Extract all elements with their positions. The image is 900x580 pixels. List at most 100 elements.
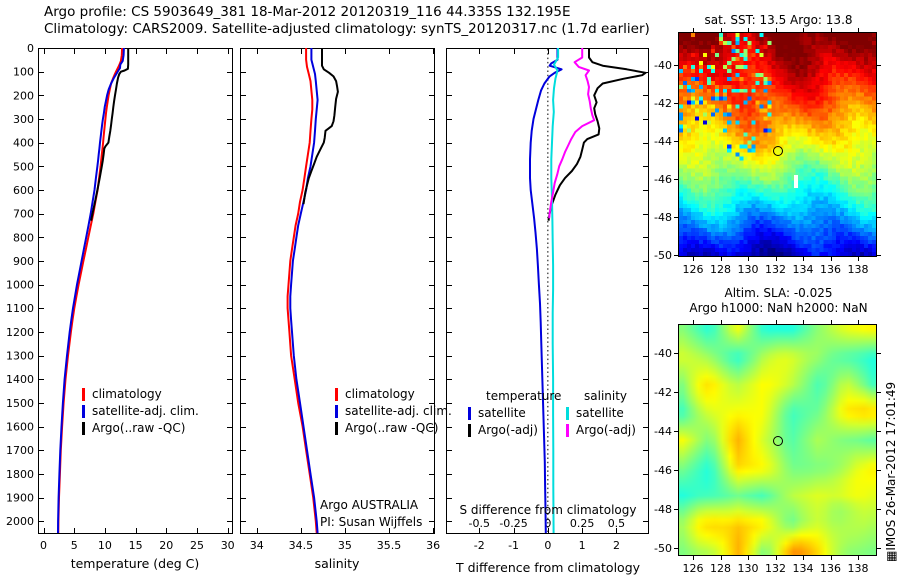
sst-map-image — [679, 33, 876, 256]
sst-map-lon-tick-label: 130 — [738, 263, 759, 276]
difference-from-climatology-frame — [446, 48, 649, 534]
sst-map-lon-tick-label: 134 — [793, 263, 814, 276]
x-tick-label: -2 — [474, 539, 485, 552]
legend-label-satellite-t: satellite — [478, 406, 526, 420]
legend-label-argo-adj-s: Argo(-adj) — [576, 423, 636, 437]
sla-map-lat-tick-label: -50 — [654, 542, 672, 555]
argo-adj-s-line-swatch — [566, 424, 569, 437]
s-difference-tick-label: -0.5 — [469, 517, 490, 530]
argo-adj-t-line-swatch — [468, 424, 471, 437]
sst-map-lat-tick-label: -46 — [654, 173, 672, 186]
difference-from-climatology-series-Argo-adj- — [548, 48, 596, 219]
sst-map-frame — [678, 32, 877, 257]
salinity-profile-series-satellite-adj-clim- — [289, 48, 319, 534]
s-difference-tick-label: -0.25 — [499, 517, 527, 530]
sst-map-lat-tick-label: -40 — [654, 59, 672, 72]
legend-header-temperature: temperature — [486, 389, 562, 403]
sst-map-lat-tick-label: -42 — [654, 97, 672, 110]
argo-float-position-marker-sla — [773, 436, 783, 446]
sla-map-lat-tick-label: -40 — [654, 347, 672, 360]
depth-tick-label: 1700 — [6, 444, 34, 457]
sla-map-lat-tick-label: -44 — [654, 425, 672, 438]
legend-row-satellite-t: satellite — [468, 405, 561, 422]
t-difference-axis-label: T difference from climatology — [455, 560, 641, 575]
depth-tick-label: 1300 — [6, 350, 34, 363]
sst-map-title: sat. SST: 13.5 Argo: 13.8 — [704, 13, 853, 27]
salinity-profile-series-climatology — [286, 48, 318, 534]
legend-salinity-panel: climatology satellite-adj. clim. Argo(..… — [335, 386, 452, 437]
depth-tick-label: 1900 — [6, 492, 34, 505]
sst-map-lon-tick-label: 128 — [710, 263, 731, 276]
depth-tick-label: 1800 — [6, 468, 34, 481]
satellite-s-line-swatch — [566, 407, 569, 420]
argo-raw-line-swatch — [335, 422, 338, 435]
legend-label-climatology: climatology — [345, 387, 415, 401]
x-tick-label: -1 — [508, 539, 519, 552]
x-tick-label: 35 — [338, 539, 352, 552]
figure-title-line2: Climatology: CARS2009. Satellite-adjuste… — [44, 21, 650, 37]
sst-map-lon-tick-label: 136 — [820, 263, 841, 276]
x-tick-label: 10 — [98, 539, 112, 552]
legend-label-argo-raw: Argo(..raw -QC) — [345, 421, 439, 435]
legend-row-satellite-adj: satellite-adj. clim. — [335, 403, 452, 420]
x-tick-label: 30 — [221, 539, 235, 552]
figure-title-line1: Argo profile: CS 5903649_381 18-Mar-2012… — [44, 4, 571, 20]
salinity-profile-series-Argo-raw-QC- — [302, 48, 339, 205]
s-difference-tick-label: 0.25 — [570, 517, 595, 530]
legend-temperature-panel: climatology satellite-adj. clim. Argo(..… — [82, 386, 199, 437]
legend-row-argo-raw: Argo(..raw -QC) — [82, 420, 199, 437]
legend-header-salinity: salinity — [584, 389, 628, 403]
x-tick-label: 20 — [159, 539, 173, 552]
sst-map-lon-tick-label: 132 — [765, 263, 786, 276]
depth-tick-label: 200 — [13, 89, 34, 102]
temperature-profile-series-climatology — [57, 47, 124, 534]
x-tick-label: 1 — [579, 539, 586, 552]
legend-row-climatology: climatology — [335, 386, 452, 403]
x-tick-label: 34.5 — [289, 539, 314, 552]
legend-label-argo-adj-t: Argo(-adj) — [478, 423, 538, 437]
depth-tick-label: 400 — [13, 137, 34, 150]
legend-label-satellite-adj: satellite-adj. clim. — [92, 404, 199, 418]
satellite-adj-line-swatch — [335, 405, 338, 418]
sst-map-lon-tick-label: 138 — [848, 263, 869, 276]
temperature-profile-frame — [38, 48, 233, 534]
depth-tick-label: 800 — [13, 231, 34, 244]
difference-from-climatology-series-Argo-adj- — [547, 48, 647, 221]
x-tick-label: 36 — [426, 539, 440, 552]
climatology-line-swatch — [82, 388, 85, 401]
sla-map-frame — [678, 324, 877, 556]
temperature-profile-series-satellite-adj-clim- — [57, 47, 125, 534]
sla-map-lon-tick-label: 132 — [765, 562, 786, 575]
depth-tick-label: 600 — [13, 184, 34, 197]
satellite-adj-line-swatch — [82, 405, 85, 418]
argo-australia-annotation: Argo AUSTRALIA PI: Susan Wijffels — [320, 497, 422, 531]
sla-map-title-line1: Altim. SLA: -0.025 — [724, 286, 833, 300]
legend-row-satellite-s: satellite — [566, 405, 636, 422]
legend-label-satellite-s: satellite — [576, 406, 624, 420]
depth-tick-label: 0 — [27, 42, 34, 55]
salinity-profile-frame — [240, 48, 435, 534]
salinity-axis-label: salinity — [314, 556, 360, 571]
sla-map-lon-tick-label: 136 — [820, 562, 841, 575]
annotation-line2: PI: Susan Wijffels — [320, 515, 423, 529]
sst-map-lon-tick-label: 126 — [683, 263, 704, 276]
legend-label-climatology: climatology — [92, 387, 162, 401]
legend-row-argo-adj-t: Argo(-adj) — [468, 422, 561, 439]
sla-map-lat-tick-label: -42 — [654, 386, 672, 399]
annotation-line1: Argo AUSTRALIA — [320, 498, 419, 512]
sla-map-lat-tick-label: -48 — [654, 503, 672, 516]
x-tick-label: 35.5 — [377, 539, 402, 552]
sst-map-lat-tick-label: -50 — [654, 249, 672, 262]
s-difference-tick-label: 0 — [544, 517, 551, 530]
s-difference-axis-label: S difference from climatology — [459, 503, 637, 517]
depth-tick-label: 300 — [13, 113, 34, 126]
depth-tick-label: 2000 — [6, 515, 34, 528]
temperature-profile-series-Argo-raw-QC- — [90, 48, 130, 221]
depth-tick-label: 1200 — [6, 326, 34, 339]
depth-tick-label: 1100 — [6, 302, 34, 315]
depth-tick-label: 1000 — [6, 279, 34, 292]
difference-from-climatology-series-satellite — [550, 48, 560, 534]
sla-map-lon-tick-label: 134 — [793, 562, 814, 575]
imos-timestamp-watermark: ▦IMOS 26-Mar-2012 17:01:49 — [884, 381, 898, 562]
